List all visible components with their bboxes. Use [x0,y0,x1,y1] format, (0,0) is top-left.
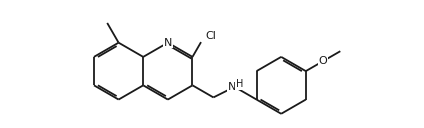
Text: H: H [236,79,243,89]
Text: O: O [319,56,327,66]
Text: N: N [164,38,172,48]
Text: Cl: Cl [205,31,216,41]
Text: N: N [228,82,236,92]
Text: H: H [229,82,237,92]
